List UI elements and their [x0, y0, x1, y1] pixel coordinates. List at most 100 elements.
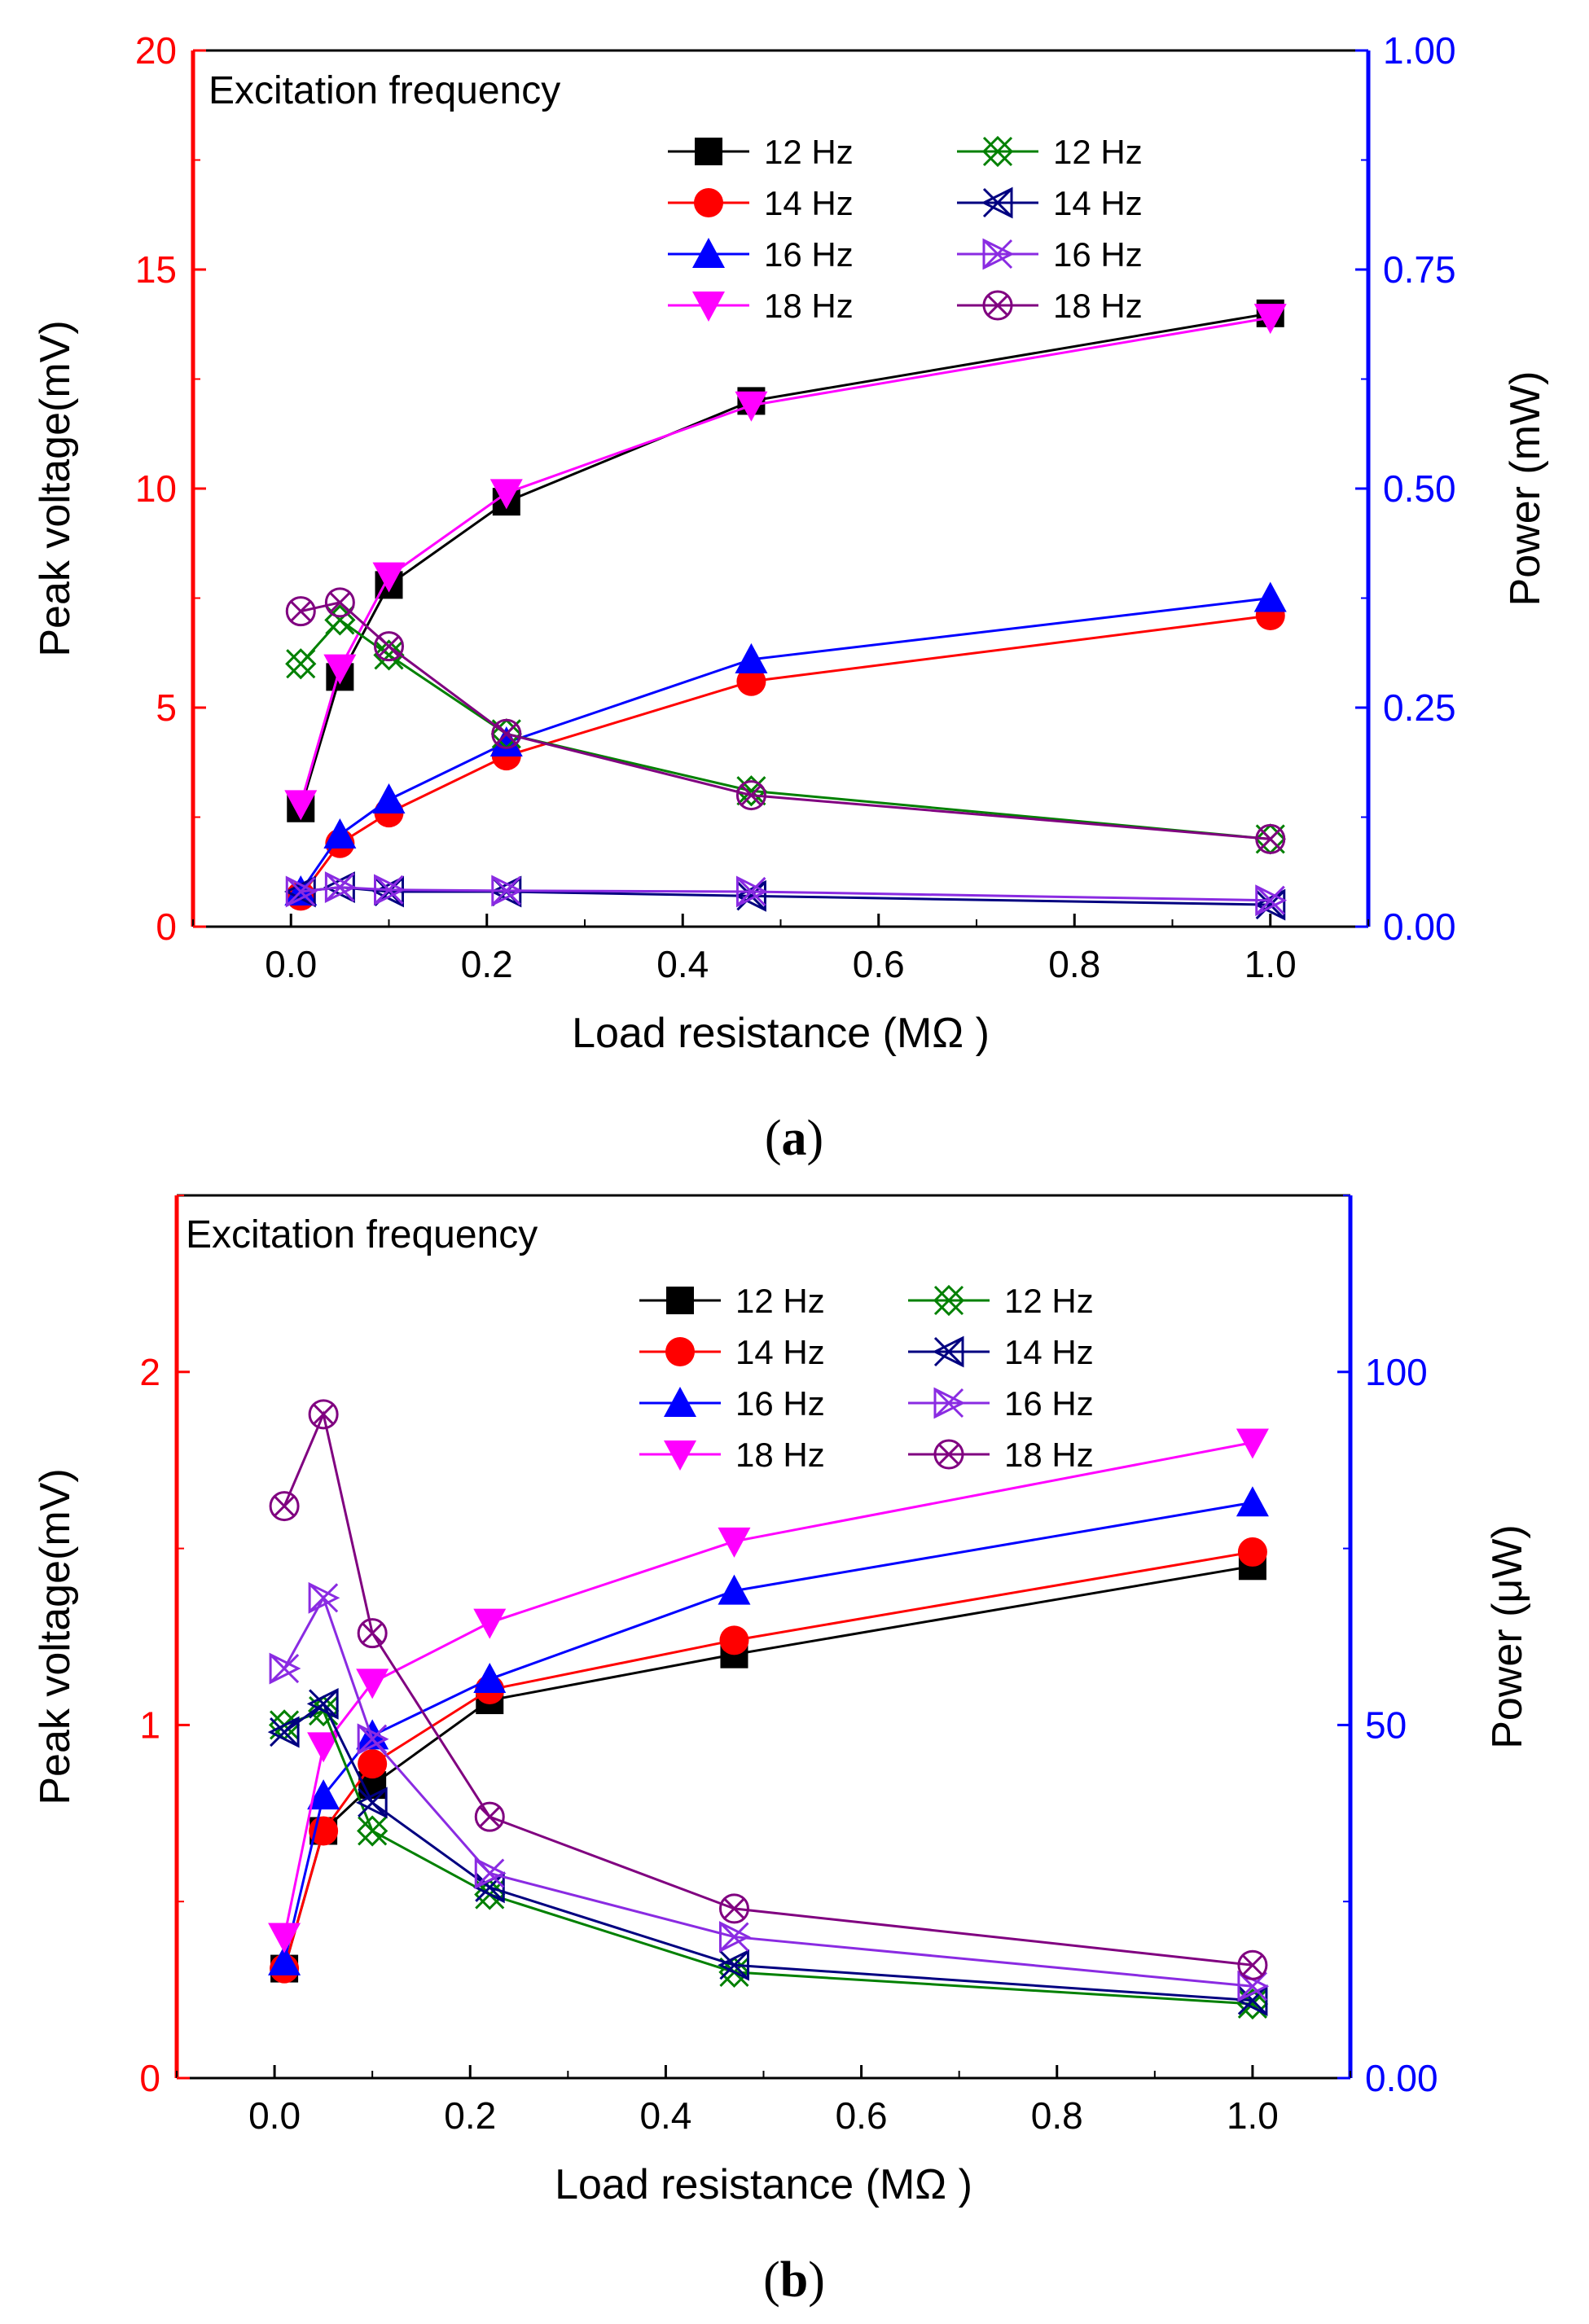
legend-marker	[692, 238, 725, 268]
power-data-point	[718, 1949, 749, 1981]
legend-marker	[933, 1284, 965, 1317]
legend-marker	[694, 188, 723, 217]
power-series-14hz	[267, 1687, 1268, 2017]
voltage-data-point	[736, 666, 766, 696]
right-y-tick-label: 0.50	[1383, 467, 1456, 510]
caption-letter: a	[782, 1111, 807, 1166]
voltage-data-point	[268, 1923, 301, 1953]
legend-entry: 18 Hz	[764, 287, 854, 325]
voltage-data-point	[284, 790, 318, 821]
panel-caption: (b)	[763, 2252, 825, 2308]
voltage-data-point	[307, 1779, 340, 1810]
caption-open: (	[765, 1111, 782, 1166]
x-axis-label: Load resistance (MΩ )	[555, 2161, 972, 2208]
power-data-point	[374, 631, 405, 662]
x-tick-label: 0.2	[444, 2094, 496, 2137]
voltage-data-point	[473, 1663, 507, 1694]
power-data-point	[1253, 888, 1286, 921]
right-y-tick-label: 1.00	[1383, 29, 1456, 72]
power-series-14hz	[283, 871, 1286, 921]
legend-marker	[981, 186, 1013, 219]
power-data-point	[718, 1893, 749, 1924]
x-axis-label: Load resistance (MΩ )	[572, 1010, 990, 1057]
caption-letter: b	[780, 2252, 808, 2308]
legend-marker	[664, 1387, 696, 1417]
x-tick-label: 0.6	[853, 943, 905, 985]
left-y-tick-label: 20	[135, 29, 177, 72]
power-data-point	[491, 875, 524, 907]
x-tick-label: 0.0	[248, 2094, 301, 2137]
power-data-point	[306, 1687, 339, 1720]
legend-entry: 12 Hz	[1053, 133, 1143, 171]
voltage-series-18hz	[268, 1428, 1269, 1953]
power-data-point	[474, 1801, 505, 1832]
right-y-tick-label: 0.00	[1383, 905, 1456, 948]
left-y-tick-label: 0	[139, 2057, 160, 2099]
voltage-series-12hz	[270, 1552, 1266, 1983]
voltage-data-point	[1237, 1537, 1267, 1567]
power-data-point	[357, 1618, 388, 1649]
power-data-point	[472, 1871, 505, 1904]
x-tick-label: 0.8	[1031, 2094, 1083, 2137]
voltage-data-point	[372, 783, 406, 813]
legend-marker	[665, 1337, 695, 1366]
legend-marker	[933, 1439, 964, 1470]
right-y-tick-label: 0.75	[1383, 248, 1456, 291]
legend-marker	[982, 238, 1015, 270]
caption-open: (	[763, 2252, 780, 2308]
legend: 12 Hz 14 Hz 16 Hz 18 Hz 12 Hz 14 Hz 16 Hz 18 Hz	[668, 133, 1143, 325]
power-data-point	[474, 1857, 507, 1889]
power-data-point	[491, 718, 522, 749]
voltage-series-line	[283, 1550, 1253, 1969]
left-y-axis-label: Peak voltage(mV)	[32, 1468, 79, 1804]
power-data-point	[735, 879, 766, 912]
voltage-data-point	[1253, 304, 1287, 335]
x-tick-label: 0.6	[836, 2094, 888, 2137]
power-data-point	[735, 780, 766, 811]
caption-close: )	[808, 2252, 825, 2308]
x-tick-label: 0.4	[656, 943, 709, 985]
power-data-point	[373, 639, 405, 671]
voltage-data-point	[372, 562, 406, 593]
voltage-data-point	[718, 1574, 751, 1605]
power-data-point	[285, 875, 318, 908]
legend-entry: 14 Hz	[764, 184, 854, 222]
legend-entry: 16 Hz	[735, 1384, 825, 1423]
legend-marker	[664, 1440, 696, 1471]
legend: 12 Hz 14 Hz 16 Hz 18 Hz 12 Hz 14 Hz 16 Hz 18 Hz	[639, 1282, 1094, 1474]
legend-entry: 12 Hz	[735, 1282, 825, 1320]
voltage-data-point	[323, 818, 357, 849]
right-y-tick-label: 0.00	[1365, 2057, 1438, 2099]
legend-entry: 14 Hz	[1053, 184, 1143, 222]
right-y-tick-label: 100	[1365, 1351, 1428, 1393]
power-data-point	[735, 875, 768, 908]
voltage-series-16hz	[268, 1486, 1269, 1975]
legend-entry: 12 Hz	[764, 133, 854, 171]
power-series-line	[283, 1702, 1253, 2002]
voltage-series-line	[300, 614, 1271, 897]
power-series-line	[300, 601, 1271, 840]
power-series-18hz	[269, 1399, 1268, 1980]
right-y-axis-label: Power (mW)	[1502, 371, 1549, 607]
power-data-point	[374, 874, 406, 906]
x-tick-label: 1.0	[1227, 2094, 1279, 2137]
power-data-point	[285, 648, 317, 680]
power-series-18hz	[285, 587, 1286, 854]
left-y-tick-label: 2	[139, 1351, 160, 1393]
legend-marker	[692, 292, 725, 322]
power-data-point	[357, 1815, 388, 1847]
voltage-series-14hz	[286, 601, 1285, 911]
x-tick-label: 0.8	[1048, 943, 1100, 985]
voltage-data-point	[323, 654, 357, 685]
power-series-line	[283, 1594, 1253, 1988]
voltage-data-point	[489, 726, 523, 757]
voltage-data-point	[1236, 1428, 1269, 1459]
voltage-series-line	[283, 1501, 1253, 1962]
x-tick-label: 0.4	[639, 2094, 691, 2137]
voltage-data-point	[1236, 1486, 1269, 1517]
x-tick-label: 0.0	[265, 943, 317, 985]
right-y-tick-label: 50	[1365, 1704, 1407, 1746]
voltage-data-point	[735, 642, 768, 673]
voltage-data-point	[307, 1732, 340, 1763]
